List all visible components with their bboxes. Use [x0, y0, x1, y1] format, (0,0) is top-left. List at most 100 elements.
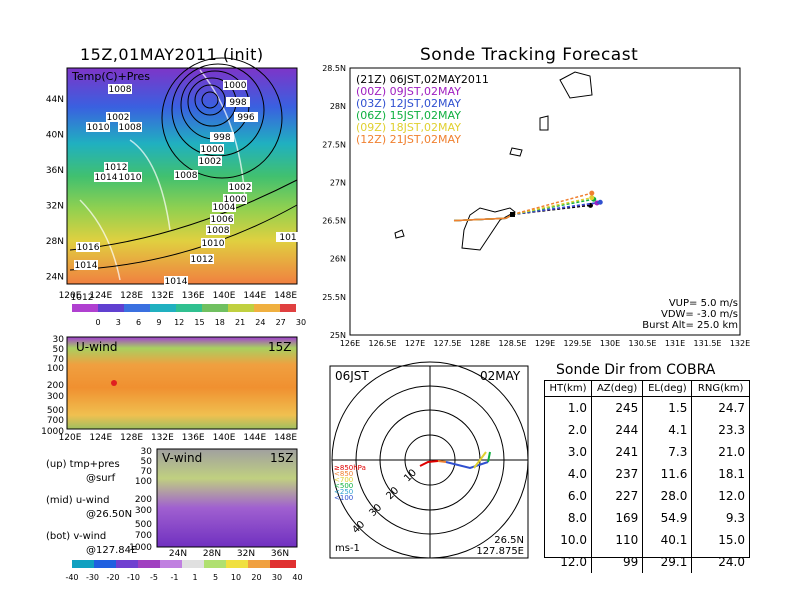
islands [394, 71, 593, 251]
temp-colorbar-label: 30 [296, 318, 306, 327]
pressure-labels: 1008100210001008998996101099810001002101… [70, 80, 300, 303]
polar-level-legend: ≥850hPa<850<700<500<250<100 [334, 464, 366, 502]
uwind-level-tick: 300 [47, 392, 64, 402]
map-lon-tick: 120E [59, 291, 82, 301]
temp-colorbar [72, 304, 296, 312]
track-x-tick: 126E [340, 339, 360, 348]
vwind-time: 15Z [270, 451, 294, 465]
track-x-tick: 128E [470, 339, 490, 348]
pressure-label-bg [223, 80, 247, 90]
burst-point-marker [510, 211, 515, 217]
series-label: (06Z) 15JST,02MAY [356, 109, 461, 122]
pressure-label-bg [118, 172, 142, 182]
wind-colorbar-label: -30 [86, 573, 99, 582]
vwind-level-tick: 30 [141, 447, 153, 457]
pressure-label-bg [223, 194, 247, 204]
temp-colorbar-label: 0 [95, 318, 100, 327]
track-y-tick: 28N [330, 102, 346, 111]
table-cell: 99 [590, 551, 643, 573]
pressure-label-bg [198, 156, 222, 166]
polar-level-label: <700 [334, 476, 353, 484]
pressure-label: 1010 [87, 123, 110, 133]
vwind-level-tick: 700 [135, 531, 152, 541]
vwind-lat-tick: 36N [271, 549, 289, 559]
wind-colorbar-label: 20 [251, 573, 261, 582]
track-x-tick: 127.5E [434, 339, 462, 348]
wind-colorbar-label: 30 [272, 573, 282, 582]
pressure-label: 998 [213, 133, 230, 143]
pressure-label: 1008 [175, 171, 198, 181]
legend-line: @26.50N [86, 509, 133, 520]
pressure-label-bg [76, 242, 100, 252]
uwind-level-tick: 100 [47, 364, 64, 374]
track-y-tick: 26.5N [322, 217, 346, 226]
pressure-label: 1012 [105, 163, 128, 173]
table-cell: 29.1 [642, 551, 692, 573]
pressure-label-bg [106, 112, 130, 122]
table-cell: 8.0 [567, 511, 587, 525]
temp-colorbar-label: 21 [235, 318, 245, 327]
track-end-point [589, 195, 595, 201]
table-row: 8.0 169 54.9 9.3 [545, 507, 749, 529]
map-lon-tick: 148E [274, 291, 297, 301]
track-title: Sonde Tracking Forecast [420, 45, 639, 65]
uwind-lon-tick: 120E [59, 433, 82, 443]
uwind-lon-tick: 128E [120, 433, 143, 443]
uwind-level-tick: 50 [53, 345, 65, 355]
track-descent-line [512, 192, 592, 216]
table-cell: 241 [590, 441, 643, 463]
legend-line: (up) tmp+pres [46, 459, 120, 470]
map-lat-tick: 36N [46, 166, 64, 176]
map-lon-tick: 144E [243, 291, 266, 301]
track-x-tick: 126.5E [369, 339, 397, 348]
pressure-label: 998 [229, 98, 246, 108]
polar-date: 02MAY [480, 369, 521, 383]
polar-level-label: <850 [334, 470, 353, 478]
polar-level-label: <500 [334, 482, 353, 490]
map-lon-tick: 124E [89, 291, 112, 301]
temp-colorbar-label: 3 [116, 318, 121, 327]
pressure-label: 1016 [77, 243, 100, 253]
uwind-time: 15Z [268, 340, 292, 354]
pressure-label: 1002 [107, 113, 130, 123]
vwind-panel [156, 448, 298, 548]
track-x-tick: 132E [730, 339, 750, 348]
polar-lat: 26.5N [494, 535, 524, 546]
pressure-label: 1008 [119, 123, 142, 133]
track-y-tick: 26N [330, 255, 346, 264]
map-lon-tick: 128E [120, 291, 143, 301]
pressure-label-bg [74, 260, 98, 270]
map-lon-tick: 140E [213, 291, 236, 301]
track-x-tick: 129.5E [564, 339, 592, 348]
track-x-tick: 129E [535, 339, 555, 348]
track-y-tick: 27.5N [322, 140, 346, 149]
polar-level-label: <250 [334, 488, 353, 496]
wind-colorbar-label: -10 [127, 573, 140, 582]
legend-line: @surf [86, 473, 116, 484]
vwind-level-tick: 500 [135, 520, 152, 530]
col-header: EL(deg) [642, 381, 692, 397]
vwind-lat-tick: 28N [203, 549, 221, 559]
uwind-lon-tick: 132E [151, 433, 174, 443]
table-row: 1.0 245 1.5 24.7 [545, 396, 749, 419]
series-label: (12Z) 21JST,02MAY [356, 133, 461, 146]
table-cell: 3.0 [567, 445, 587, 459]
table-row: 3.0 241 7.3 21.0 [545, 441, 749, 463]
panel-legend: (up) tmp+pres @surf (mid) u-wind @26.50N… [46, 458, 137, 558]
pressure-label-bg [228, 182, 252, 192]
uwind-lon-tick: 144E [243, 433, 266, 443]
table-cell: 237 [590, 463, 643, 485]
param-burst: Burst Alt= 25.0 km [642, 320, 738, 331]
track-descent-line [512, 204, 591, 216]
uwind-level-tick: 70 [53, 355, 65, 365]
uwind-lon-tick: 136E [182, 433, 205, 443]
vwind-level-tick: 50 [141, 457, 153, 467]
wind-colorbar-label: 40 [292, 573, 302, 582]
col-header: RNG(km) [691, 381, 749, 397]
track-x-tick: 130.5E [629, 339, 657, 348]
vwind-lat-tick: 24N [169, 549, 187, 559]
map-lat-tick: 24N [46, 273, 64, 283]
pressure-label: 1014 [165, 277, 188, 287]
pressure-label-bg [164, 276, 188, 286]
